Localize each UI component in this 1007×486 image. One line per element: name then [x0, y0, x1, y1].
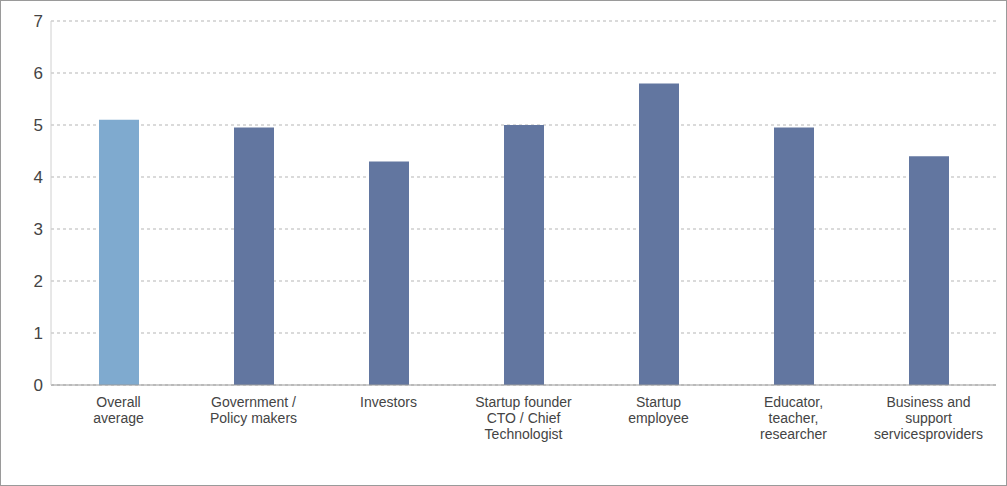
svg-text:7: 7 [34, 12, 43, 31]
svg-text:Business andsupportservicespro: Business andsupportservicesproviders [874, 394, 983, 442]
svg-text:Startup founderCTO / ChiefTech: Startup founderCTO / ChiefTechnologist [475, 394, 572, 442]
svg-text:1: 1 [34, 324, 43, 343]
svg-text:Startupemployee: Startupemployee [628, 394, 689, 426]
svg-text:Government /Policy makers: Government /Policy makers [210, 394, 297, 426]
svg-text:Investors: Investors [360, 394, 417, 410]
svg-text:5: 5 [34, 116, 43, 135]
svg-text:2: 2 [34, 272, 43, 291]
svg-text:Educator,teacher,researcher: Educator,teacher,researcher [760, 394, 827, 442]
svg-text:3: 3 [34, 220, 43, 239]
svg-text:4: 4 [34, 168, 43, 187]
svg-text:Overallaverage: Overallaverage [93, 394, 144, 426]
svg-text:0: 0 [34, 376, 43, 395]
svg-text:6: 6 [34, 64, 43, 83]
